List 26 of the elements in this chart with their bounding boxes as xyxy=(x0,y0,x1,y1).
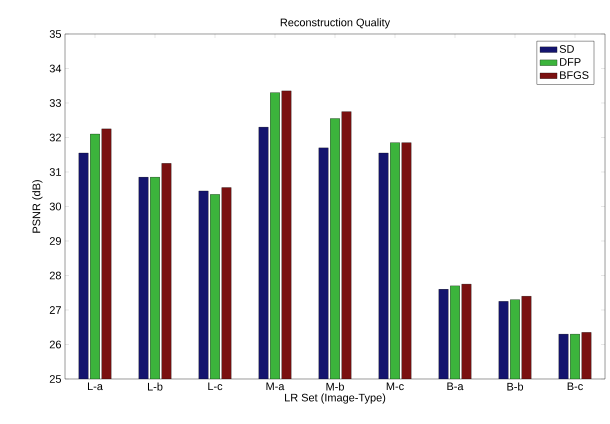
chart-title: Reconstruction Quality xyxy=(280,18,390,28)
x-tick-label: B-c xyxy=(568,382,583,390)
legend-label: SD xyxy=(560,45,574,53)
y-tick-label: 27 xyxy=(50,306,61,314)
y-axis-title: PSNR (dB) xyxy=(32,180,42,233)
legend-label: DFP xyxy=(560,58,581,66)
y-tick-label: 25 xyxy=(50,375,62,383)
y-tick-label: 34 xyxy=(50,64,62,72)
x-tick-label: L-a xyxy=(88,382,103,390)
y-tick-label: 31 xyxy=(50,168,61,176)
y-tick-label: 26 xyxy=(50,340,61,348)
y-tick-label: 28 xyxy=(50,272,61,280)
y-tick-label: 32 xyxy=(50,134,61,142)
x-tick-label: L-b xyxy=(148,382,162,391)
x-tick-label: M-b xyxy=(326,382,344,391)
y-tick-label: 33 xyxy=(50,99,61,107)
x-tick-label: M-c xyxy=(386,382,404,390)
x-tick-label: B-b xyxy=(507,382,524,391)
x-tick-label: L-c xyxy=(208,382,222,390)
legend-label: BFGS xyxy=(560,71,589,79)
y-tick-label: 30 xyxy=(50,202,62,210)
x-tick-label: B-a xyxy=(447,382,464,390)
y-tick-label: 35 xyxy=(50,30,62,38)
y-tick-label: 29 xyxy=(50,237,61,245)
x-axis-title: LR Set (Image-Type) xyxy=(285,393,386,404)
x-tick-label: M-a xyxy=(266,382,284,390)
